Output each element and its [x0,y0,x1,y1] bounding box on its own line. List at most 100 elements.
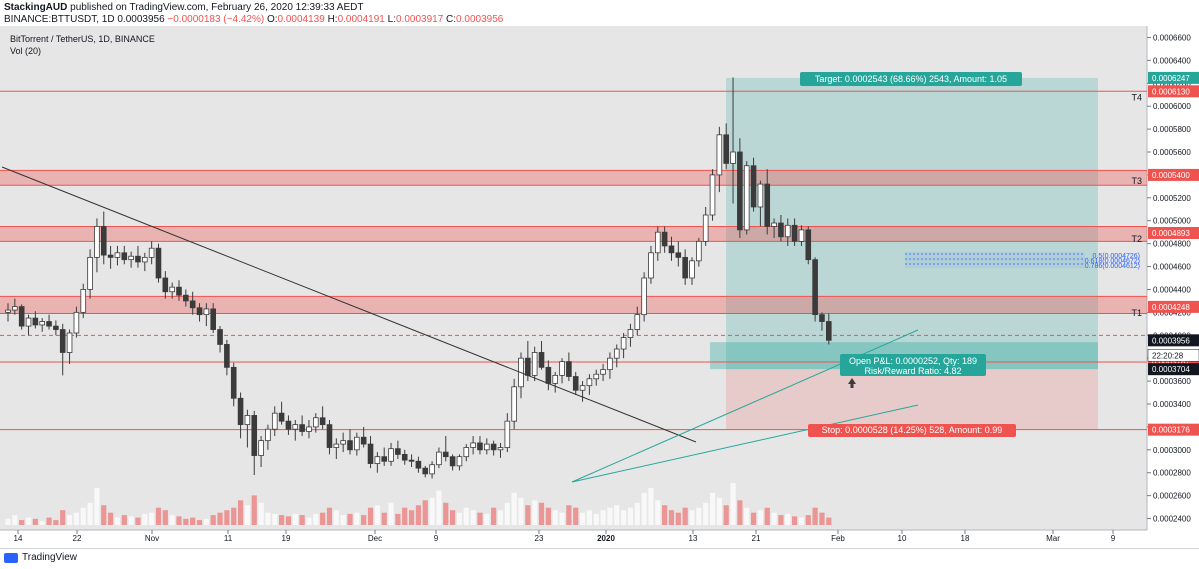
candle-body [696,240,702,262]
volume-bar [730,483,736,525]
candle-body [354,436,360,451]
stop-badge [808,424,1016,437]
volume-bar [217,512,223,525]
close-label: C: [446,14,457,25]
time-axis-background [0,530,1199,548]
candles-layer [5,77,832,479]
volume-bar [518,497,524,525]
candle-body [716,134,723,176]
volume-bar [73,512,79,525]
volume-bar [333,510,339,525]
volume-layer [5,483,832,525]
volume-bar [491,507,497,525]
price-tick-label: 0.0002400 [1153,515,1191,524]
candle-body [525,357,531,376]
candle-body [682,256,688,279]
candle-body [326,424,333,448]
volume-bar [757,510,763,525]
candle-body [627,329,634,338]
candle-body [94,226,100,258]
drawings-layer: 0.5(0.0004726)0.618(0.0004672)0.786(0.00… [1,72,1142,483]
volume-bar [484,513,490,525]
candle-body [791,224,798,242]
candle-body [449,456,456,467]
position-arrow-icon [848,378,856,388]
volume-bar [94,487,100,525]
target-level-label: T3 [1131,176,1142,186]
volume-bar [819,512,825,525]
candle-body [661,231,668,247]
volume-bar [244,505,250,525]
time-tick-label: 9 [1111,534,1116,543]
high-label: H: [327,14,338,25]
volume-bar [634,502,640,525]
volume-bar [5,518,11,525]
volume-bar [689,510,695,525]
candle-body [784,224,791,238]
candle-body [757,183,764,208]
volume-bar [155,507,162,525]
volume-bar [408,510,415,525]
volume-bar [737,500,743,525]
author-name[interactable]: StackingAUD [4,2,68,13]
volume-bar [566,505,572,525]
volume-bar [525,505,531,525]
volume-bar [149,512,155,525]
candle-body [778,222,784,238]
candle-body [709,174,716,216]
ohlc-info: BINANCE:BTTUSDT, 1D 0.0003956 −0.0000183… [4,14,503,25]
resistance-zone [0,226,1147,242]
volume-bar [415,505,421,525]
volume-bar [320,512,326,525]
volume-bar [422,500,428,525]
candle-body [59,329,66,353]
volume-bar [593,513,599,525]
candle-body [271,412,278,430]
price-tick-label: 0.0006600 [1153,33,1191,42]
chart-background [0,26,1147,530]
candle-body [230,366,237,399]
volume-bar [114,517,121,525]
volume-bar [750,512,757,525]
volume-bar [798,517,805,525]
target-badge [800,72,1022,86]
candle-body [470,442,476,448]
volume-bar [183,518,189,525]
time-tick-label: 2020 [597,534,615,543]
price-tick-label: 0.0003600 [1153,377,1191,386]
countdown-text: 22:20:28 [1152,351,1184,360]
volume-bar [142,513,148,525]
candle-body [285,420,292,430]
volume-bar [586,510,592,525]
volume-bar [614,505,620,525]
candle-body [436,451,442,466]
volume-bar [108,512,114,525]
volume-bar [456,512,463,525]
volume-bar [559,512,565,525]
volume-bar [12,515,18,525]
price-change: −0.0000183 (−4.42%) [167,14,265,25]
candle-body [333,443,340,448]
price-label-box [1148,300,1199,313]
volume-bar [627,507,634,525]
volume-bar [87,502,93,525]
candle-body [176,286,182,296]
pnl-badge-text: Open P&L: 0.0000252, Qty: 189 [849,356,977,366]
price-label-text: 0.0005400 [1152,171,1190,180]
volume-bar [19,520,25,525]
candle-body [299,424,305,432]
open-label: O: [266,14,278,25]
high-value: 0.0004191 [337,14,385,25]
countdown-box [1147,349,1199,362]
candle-body [32,317,39,326]
downtrend-line [1,166,697,443]
publish-header: StackingAUD published on TradingView.com… [0,0,1199,26]
candle-body [771,222,777,227]
candle-body [12,306,18,311]
candle-body [80,289,87,313]
low-value: 0.0003917 [395,14,444,25]
candle-body [812,259,818,316]
tradingview-logo[interactable]: TradingView [4,552,77,563]
volume-bar [826,517,832,525]
